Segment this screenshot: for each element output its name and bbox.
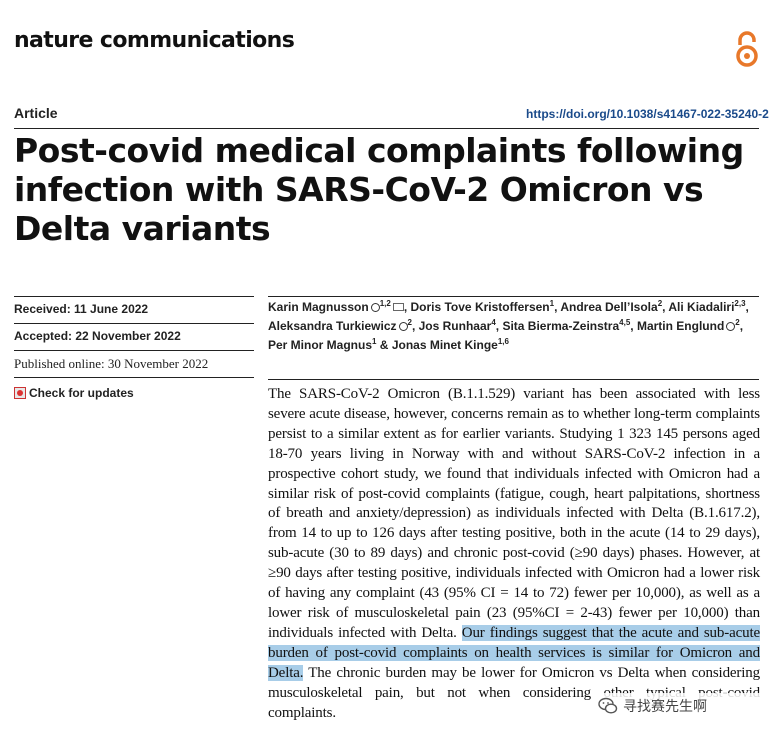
author-item[interactable]: Martin Englund 2 bbox=[636, 318, 740, 334]
watermark-text: 寻找赛先生啊 bbox=[623, 699, 707, 715]
author-item[interactable]: Per Minor Magnus1 bbox=[268, 337, 377, 353]
author-affiliation: 2 bbox=[657, 299, 663, 308]
article-title: Post-covid medical complaints following … bbox=[14, 131, 744, 248]
author-separator: , bbox=[630, 319, 637, 333]
abstract-text: The SARS-CoV-2 Omicron (B.1.1.529) varia… bbox=[268, 386, 760, 641]
author-item[interactable]: Jos Runhaar4 bbox=[418, 318, 496, 334]
author-item[interactable]: Sita Bierma-Zeinstra4,5 bbox=[502, 318, 631, 334]
author-name: Jos Runhaar bbox=[418, 319, 492, 333]
author-item[interactable]: Karin Magnusson 1,2 bbox=[268, 300, 404, 314]
author-name: Per Minor Magnus bbox=[268, 338, 373, 352]
author-separator: , bbox=[411, 319, 419, 333]
author-separator: , bbox=[662, 300, 669, 314]
author-affiliation: 2 bbox=[407, 318, 412, 327]
journal-name: nature communications bbox=[14, 28, 295, 53]
author-name: Sita Bierma-Zeinstra bbox=[502, 319, 620, 333]
author-list: Karin Magnusson 1,2, Doris Tove Kristoffe… bbox=[268, 298, 759, 355]
author-affiliation: 1 bbox=[549, 299, 555, 308]
author-name: Jonas Minet Kinge bbox=[391, 338, 498, 352]
author-separator: , bbox=[495, 319, 503, 333]
published-date: Published online: 30 November 2022 bbox=[14, 350, 254, 377]
author-separator: , bbox=[739, 319, 744, 333]
author-affiliation: 1 bbox=[372, 337, 377, 346]
abstract-text-end: The chronic burden may be lower for Omic… bbox=[268, 664, 760, 721]
accepted-date: Accepted: 22 November 2022 bbox=[14, 323, 254, 350]
check-for-updates-label: Check for updates bbox=[29, 386, 134, 400]
check-for-updates-button[interactable]: Check for updates bbox=[14, 377, 254, 403]
publication-dates: Received: 11 June 2022 Accepted: 22 Nove… bbox=[14, 296, 254, 403]
doi-link[interactable]: https://doi.org/10.1038/s41467-022-35240… bbox=[526, 107, 769, 121]
author-item[interactable]: Andrea Dell’Isola2 bbox=[560, 299, 663, 315]
email-icon[interactable] bbox=[392, 303, 404, 311]
orcid-icon[interactable] bbox=[398, 322, 408, 331]
author-name: Doris Tove Kristoffersen bbox=[410, 300, 550, 314]
orcid-icon[interactable] bbox=[726, 322, 736, 331]
author-name: Karin Magnusson bbox=[268, 300, 369, 314]
open-access-icon bbox=[736, 31, 758, 67]
author-item[interactable]: Ali Kiadaliri2,3 bbox=[668, 299, 746, 315]
article-type: Article bbox=[14, 105, 58, 121]
wechat-icon bbox=[598, 697, 618, 714]
author-separator: , bbox=[554, 300, 561, 314]
check-for-updates-icon bbox=[14, 387, 26, 399]
author-affiliation: 1,2 bbox=[379, 299, 391, 308]
author-name: Ali Kiadaliri bbox=[668, 300, 735, 314]
orcid-icon[interactable] bbox=[370, 303, 380, 312]
received-date: Received: 11 June 2022 bbox=[14, 296, 254, 323]
author-affiliation: 2 bbox=[735, 318, 740, 327]
wechat-watermark: 寻找赛先生啊 bbox=[598, 693, 770, 719]
author-affiliation: 4 bbox=[491, 318, 496, 327]
author-affiliation: 4,5 bbox=[619, 318, 631, 327]
authors-divider bbox=[268, 296, 759, 297]
author-item[interactable]: Jonas Minet Kinge1,6 bbox=[391, 337, 509, 353]
author-affiliation: 1,6 bbox=[497, 337, 509, 346]
author-item[interactable]: Aleksandra Turkiewicz 2 bbox=[268, 318, 412, 334]
author-affiliation: 2,3 bbox=[734, 299, 746, 308]
author-name: Martin Englund bbox=[636, 319, 725, 333]
author-name: Aleksandra Turkiewicz bbox=[268, 319, 397, 333]
author-separator: , bbox=[745, 300, 749, 314]
abstract-divider bbox=[268, 379, 759, 380]
abstract: The SARS-CoV-2 Omicron (B.1.1.529) varia… bbox=[268, 385, 760, 723]
author-separator: & bbox=[376, 338, 392, 352]
author-separator: , bbox=[403, 300, 411, 314]
author-name: Andrea Dell’Isola bbox=[560, 300, 658, 314]
author-item[interactable]: Doris Tove Kristoffersen1 bbox=[410, 299, 555, 315]
header-divider bbox=[14, 128, 759, 129]
